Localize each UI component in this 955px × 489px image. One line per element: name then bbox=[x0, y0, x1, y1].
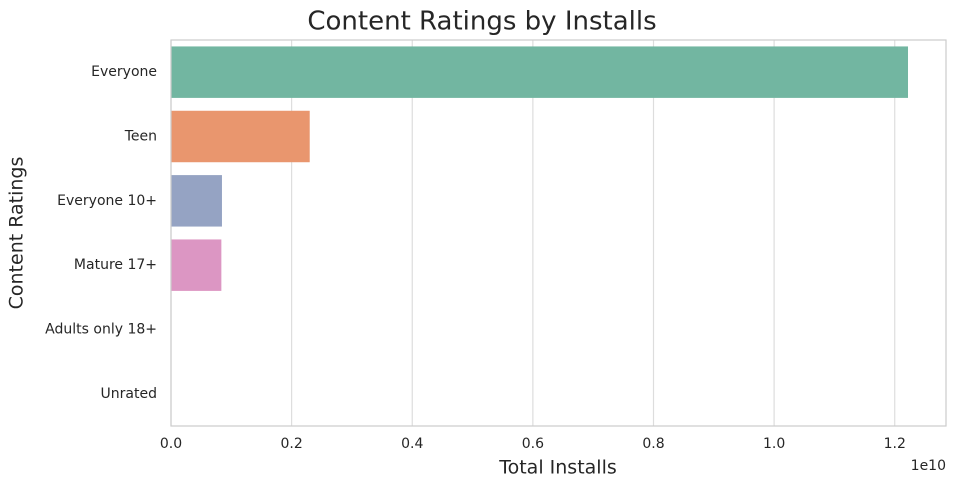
y-tick-label: Teen bbox=[124, 129, 157, 145]
x-tick-label: 0.0 bbox=[160, 436, 182, 452]
y-axis-label: Content Ratings bbox=[6, 157, 28, 310]
chart-title: Content Ratings by Installs bbox=[307, 7, 656, 37]
plot-frame bbox=[170, 39, 947, 427]
x-tick-label: 0.2 bbox=[280, 436, 302, 452]
bar bbox=[171, 175, 222, 227]
x-offset-label: 1e10 bbox=[911, 458, 946, 474]
y-tick-label: Everyone bbox=[91, 64, 157, 80]
x-tick-label: 1.2 bbox=[884, 436, 906, 452]
x-tick-label: 1.0 bbox=[763, 436, 785, 452]
bar bbox=[171, 46, 909, 98]
x-tick-label: 0.8 bbox=[642, 436, 664, 452]
y-tick-label: Everyone 10+ bbox=[57, 193, 157, 209]
x-tick-label: 0.6 bbox=[522, 436, 544, 452]
x-axis-label: Total Installs bbox=[498, 457, 617, 479]
y-tick-label: Adults only 18+ bbox=[45, 322, 157, 338]
y-tick-label: Unrated bbox=[101, 386, 157, 402]
bar bbox=[171, 239, 222, 291]
bars bbox=[171, 46, 909, 420]
x-tick-label: 0.4 bbox=[401, 436, 423, 452]
grid bbox=[170, 40, 896, 426]
bar bbox=[171, 110, 310, 163]
y-tick-label: Mature 17+ bbox=[74, 257, 157, 273]
